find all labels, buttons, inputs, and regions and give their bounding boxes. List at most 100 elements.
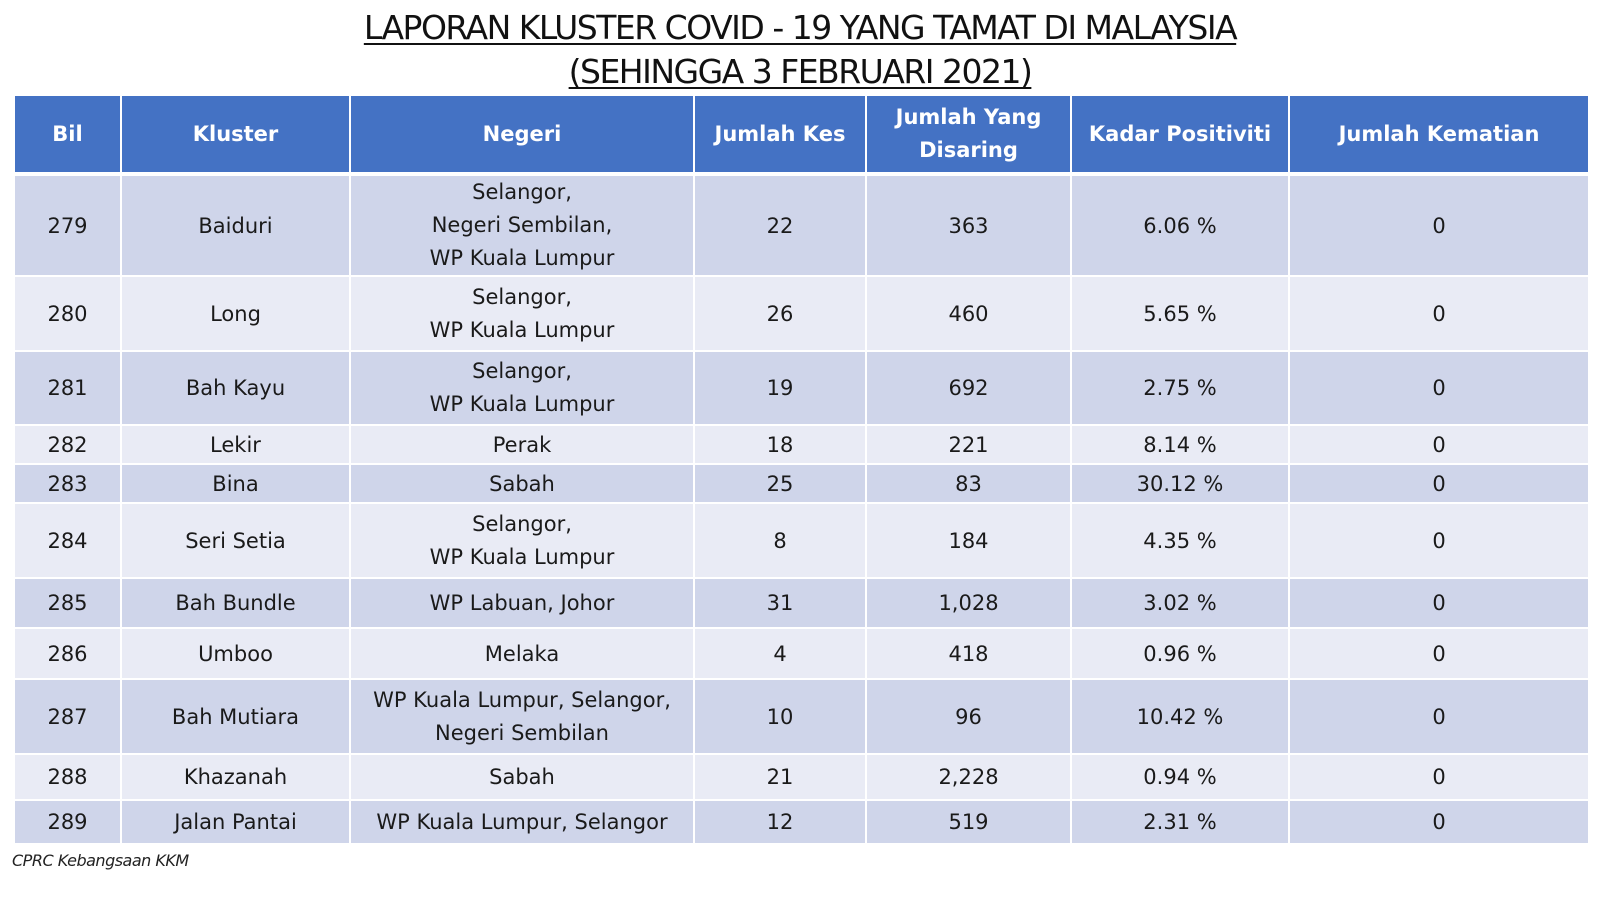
cell-bil: 285 — [15, 578, 122, 629]
cell-negeri: WP Kuala Lumpur, Selangor, Negeri Sembil… — [350, 679, 695, 755]
cell-kluster: Jalan Pantai — [121, 800, 351, 845]
cell-kadar-positiviti: 4.35 % — [1071, 503, 1290, 579]
table-row: 287 Bah Mutiara WP Kuala Lumpur, Selango… — [15, 679, 1588, 755]
title-line-1: LAPORAN KLUSTER COVID - 19 YANG TAMAT DI… — [0, 6, 1600, 50]
cell-jumlah-kes: 21 — [694, 754, 867, 801]
cell-kadar-positiviti: 6.06 % — [1071, 174, 1290, 277]
header-negeri: Negeri — [350, 96, 695, 176]
cell-jumlah-kes: 18 — [694, 425, 867, 465]
cell-negeri: Selangor, WP Kuala Lumpur — [350, 351, 695, 426]
cell-jumlah-kes: 19 — [694, 351, 867, 426]
cell-bil: 281 — [15, 351, 122, 426]
cell-jumlah-kematian: 0 — [1289, 628, 1588, 680]
cell-kluster: Bah Kayu — [121, 351, 351, 426]
cell-kadar-positiviti: 2.31 % — [1071, 800, 1290, 845]
table-header-row: Bil Kluster Negeri Jumlah Kes Jumlah Yan… — [15, 96, 1588, 176]
cell-jumlah-disaring: 1,028 — [866, 578, 1072, 629]
cell-negeri: Perak — [350, 425, 695, 465]
cell-jumlah-kes: 25 — [694, 464, 867, 504]
cell-kluster: Umboo — [121, 628, 351, 680]
report-title: LAPORAN KLUSTER COVID - 19 YANG TAMAT DI… — [0, 6, 1600, 94]
cell-kluster: Baiduri — [121, 174, 351, 277]
cell-kluster: Khazanah — [121, 754, 351, 801]
cell-jumlah-kes: 22 — [694, 174, 867, 277]
cluster-table: Bil Kluster Negeri Jumlah Kes Jumlah Yan… — [15, 96, 1588, 845]
cell-negeri: Sabah — [350, 754, 695, 801]
cell-kluster: Seri Setia — [121, 503, 351, 579]
cell-bil: 279 — [15, 174, 122, 277]
cell-kadar-positiviti: 3.02 % — [1071, 578, 1290, 629]
cell-jumlah-disaring: 96 — [866, 679, 1072, 755]
cell-kluster: Lekir — [121, 425, 351, 465]
cell-jumlah-kes: 31 — [694, 578, 867, 629]
cell-kadar-positiviti: 5.65 % — [1071, 276, 1290, 352]
table-row: 284 Seri Setia Selangor, WP Kuala Lumpur… — [15, 503, 1588, 579]
table-row: 286 Umboo Melaka 4 418 0.96 % 0 — [15, 628, 1588, 680]
cell-negeri: Selangor, WP Kuala Lumpur — [350, 276, 695, 352]
cell-jumlah-disaring: 83 — [866, 464, 1072, 504]
cell-kadar-positiviti: 10.42 % — [1071, 679, 1290, 755]
cell-negeri: WP Labuan, Johor — [350, 578, 695, 629]
cell-kluster: Bina — [121, 464, 351, 504]
header-jumlah-disaring: Jumlah Yang Disaring — [866, 96, 1072, 176]
cell-jumlah-disaring: 418 — [866, 628, 1072, 680]
header-kadar-positiviti: Kadar Positiviti — [1071, 96, 1290, 176]
cell-negeri: Selangor, Negeri Sembilan, WP Kuala Lump… — [350, 174, 695, 277]
cell-kluster: Bah Bundle — [121, 578, 351, 629]
title-text-1: LAPORAN KLUSTER COVID - 19 YANG TAMAT DI… — [363, 8, 1238, 47]
cell-jumlah-kematian: 0 — [1289, 679, 1588, 755]
cell-jumlah-disaring: 519 — [866, 800, 1072, 845]
cell-jumlah-kematian: 0 — [1289, 754, 1588, 801]
source-note: CPRC Kebangsaan KKM — [12, 851, 189, 870]
cell-jumlah-kematian: 0 — [1289, 425, 1588, 465]
cell-kadar-positiviti: 0.94 % — [1071, 754, 1290, 801]
table-row: 285 Bah Bundle WP Labuan, Johor 31 1,028… — [15, 578, 1588, 629]
cell-negeri: Melaka — [350, 628, 695, 680]
cell-kadar-positiviti: 2.75 % — [1071, 351, 1290, 426]
cell-negeri: Sabah — [350, 464, 695, 504]
cell-jumlah-kematian: 0 — [1289, 351, 1588, 426]
cell-kadar-positiviti: 8.14 % — [1071, 425, 1290, 465]
cell-jumlah-disaring: 2,228 — [866, 754, 1072, 801]
cell-bil: 283 — [15, 464, 122, 504]
cell-bil: 286 — [15, 628, 122, 680]
cell-jumlah-kematian: 0 — [1289, 503, 1588, 579]
cell-jumlah-kes: 26 — [694, 276, 867, 352]
table-row: 283 Bina Sabah 25 83 30.12 % 0 — [15, 464, 1588, 504]
cell-bil: 280 — [15, 276, 122, 352]
cell-jumlah-disaring: 460 — [866, 276, 1072, 352]
cell-bil: 284 — [15, 503, 122, 579]
table-row: 282 Lekir Perak 18 221 8.14 % 0 — [15, 425, 1588, 465]
title-line-2: (SEHINGGA 3 FEBRUARI 2021) — [0, 50, 1600, 94]
cell-jumlah-kes: 10 — [694, 679, 867, 755]
table-row: 280 Long Selangor, WP Kuala Lumpur 26 46… — [15, 276, 1588, 352]
table-row: 281 Bah Kayu Selangor, WP Kuala Lumpur 1… — [15, 351, 1588, 426]
cell-jumlah-kematian: 0 — [1289, 464, 1588, 504]
cell-kadar-positiviti: 0.96 % — [1071, 628, 1290, 680]
cell-jumlah-disaring: 221 — [866, 425, 1072, 465]
cell-negeri: Selangor, WP Kuala Lumpur — [350, 503, 695, 579]
header-jumlah-kes: Jumlah Kes — [694, 96, 867, 176]
table-row: 289 Jalan Pantai WP Kuala Lumpur, Selang… — [15, 800, 1588, 845]
header-jumlah-kematian: Jumlah Kematian — [1289, 96, 1588, 176]
cell-kluster: Bah Mutiara — [121, 679, 351, 755]
cell-jumlah-kematian: 0 — [1289, 800, 1588, 845]
cell-jumlah-disaring: 363 — [866, 174, 1072, 277]
cell-jumlah-kes: 4 — [694, 628, 867, 680]
cell-jumlah-disaring: 692 — [866, 351, 1072, 426]
cell-negeri: WP Kuala Lumpur, Selangor — [350, 800, 695, 845]
cell-jumlah-kematian: 0 — [1289, 276, 1588, 352]
header-bil: Bil — [15, 96, 122, 176]
table-row: 288 Khazanah Sabah 21 2,228 0.94 % 0 — [15, 754, 1588, 801]
cell-kadar-positiviti: 30.12 % — [1071, 464, 1290, 504]
cell-jumlah-kes: 12 — [694, 800, 867, 845]
cell-bil: 287 — [15, 679, 122, 755]
cell-bil: 282 — [15, 425, 122, 465]
cell-jumlah-disaring: 184 — [866, 503, 1072, 579]
cell-kluster: Long — [121, 276, 351, 352]
cell-jumlah-kematian: 0 — [1289, 174, 1588, 277]
title-text-2: (SEHINGGA 3 FEBRUARI 2021) — [568, 52, 1033, 91]
cell-bil: 288 — [15, 754, 122, 801]
cell-jumlah-kes: 8 — [694, 503, 867, 579]
cell-bil: 289 — [15, 800, 122, 845]
